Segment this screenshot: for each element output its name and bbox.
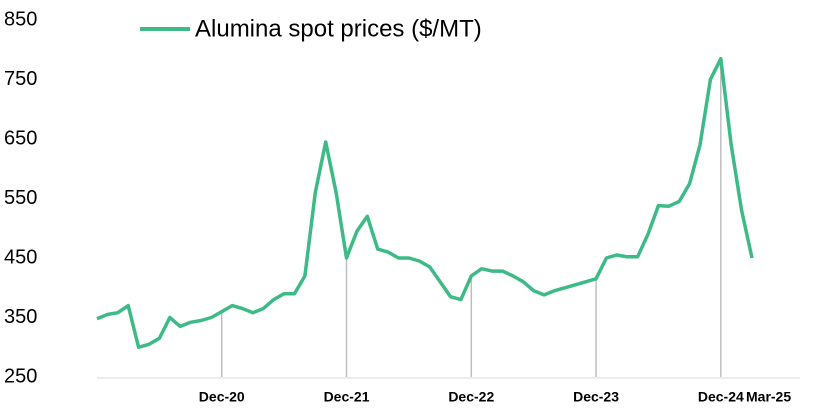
y-tick-label: 350: [4, 306, 37, 328]
legend-label: Alumina spot prices ($/MT): [195, 15, 482, 42]
y-tick-label: 850: [4, 8, 37, 30]
price-line: [96, 56, 754, 350]
x-tick-label: Dec-20: [199, 389, 245, 405]
y-tick-label: 750: [4, 68, 37, 90]
y-tick-label: 250: [4, 365, 37, 387]
y-tick-label: 650: [4, 127, 37, 149]
y-tick-label: 550: [4, 187, 37, 209]
x-tick-label: Dec-24: [698, 389, 744, 405]
x-tick-label: Dec-22: [448, 389, 494, 405]
y-tick-label: 450: [4, 246, 37, 268]
x-tick-label: Dec-21: [324, 389, 370, 405]
x-tick-label: Dec-23: [573, 389, 619, 405]
x-tick-label: Mar-25: [746, 389, 791, 405]
